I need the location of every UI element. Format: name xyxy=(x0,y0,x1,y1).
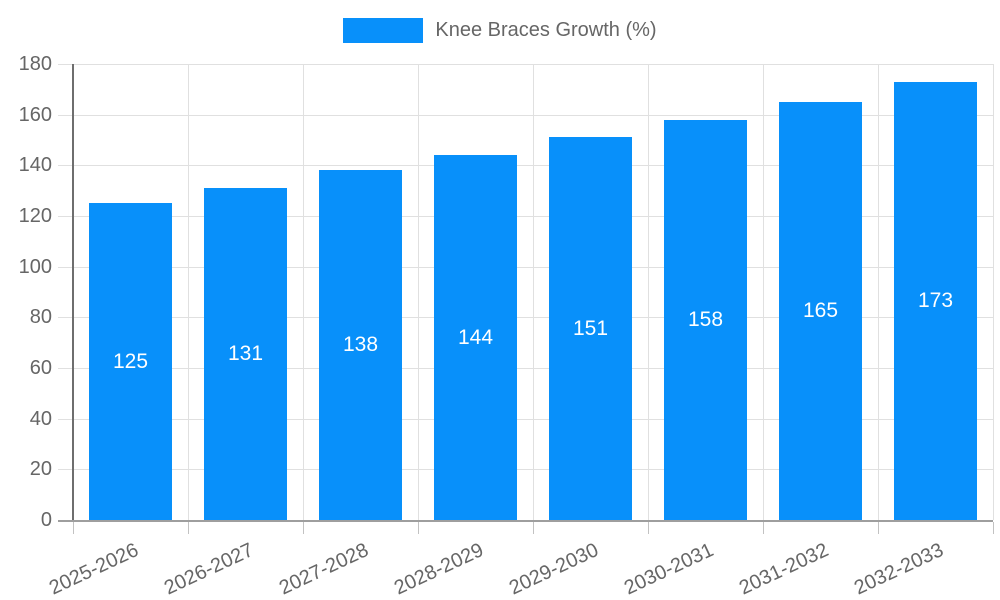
legend: Knee Braces Growth (%) xyxy=(0,18,1000,43)
bar-value-label: 131 xyxy=(227,342,264,365)
gridline-vertical xyxy=(188,64,189,520)
y-axis-label: 140 xyxy=(18,154,52,176)
x-axis-label: 2026-2027 xyxy=(161,539,258,600)
x-axis-label: 2027-2028 xyxy=(276,539,373,600)
bar[interactable]: 151 xyxy=(549,137,632,520)
y-axis-label: 60 xyxy=(29,357,52,379)
y-axis-tick xyxy=(58,317,73,318)
bar-value-label: 144 xyxy=(457,325,494,349)
x-axis-tick xyxy=(993,522,994,534)
y-axis-tick xyxy=(58,165,73,166)
bar[interactable]: 131 xyxy=(204,188,287,520)
y-axis-tick xyxy=(58,216,73,217)
x-axis-tick xyxy=(533,522,534,534)
x-axis-label: 2030-2031 xyxy=(621,539,718,600)
bar[interactable]: 138 xyxy=(319,170,402,520)
y-axis-line xyxy=(72,64,74,522)
y-axis-label: 40 xyxy=(29,408,52,430)
x-axis-tick xyxy=(878,522,879,534)
bar[interactable]: 158 xyxy=(664,120,747,520)
y-axis-tick xyxy=(58,419,73,420)
gridline-vertical xyxy=(993,64,994,520)
y-axis-label: 100 xyxy=(18,256,52,278)
y-axis-label: 20 xyxy=(29,458,52,480)
gridline-vertical xyxy=(648,64,649,520)
bar-value-label: 158 xyxy=(687,308,724,331)
y-axis-tick xyxy=(58,267,73,268)
x-axis-label: 2032-2033 xyxy=(851,539,948,600)
x-axis-tick xyxy=(763,522,764,534)
y-axis-label: 160 xyxy=(18,104,52,126)
y-axis-label: 0 xyxy=(40,509,52,531)
bar-value-label: 125 xyxy=(112,349,149,373)
x-axis-tick xyxy=(303,522,304,534)
x-axis-tick xyxy=(418,522,419,534)
x-axis-label: 2028-2029 xyxy=(391,539,488,600)
gridline-vertical xyxy=(418,64,419,520)
bar-value-label: 165 xyxy=(802,299,839,322)
legend-item[interactable]: Knee Braces Growth (%) xyxy=(343,18,657,43)
gridline-vertical xyxy=(533,64,534,520)
gridline-vertical xyxy=(303,64,304,520)
y-axis-label: 120 xyxy=(18,205,52,227)
x-axis-tick xyxy=(188,522,189,534)
y-axis-tick xyxy=(58,115,73,116)
x-axis-tick xyxy=(648,522,649,534)
legend-swatch xyxy=(343,18,424,43)
x-axis-label: 2031-2032 xyxy=(736,539,833,600)
bar[interactable]: 173 xyxy=(894,82,977,520)
y-axis-tick xyxy=(58,368,73,369)
gridline-vertical xyxy=(763,64,764,520)
bar[interactable]: 165 xyxy=(779,102,862,520)
bar-value-label: 173 xyxy=(917,289,954,312)
x-axis-label: 2025-2026 xyxy=(46,539,143,600)
y-axis-tick xyxy=(58,469,73,470)
x-axis-label: 2029-2030 xyxy=(506,539,603,600)
gridline-vertical xyxy=(878,64,879,520)
y-axis-label: 80 xyxy=(29,306,52,328)
x-axis-tick xyxy=(73,522,74,534)
bar[interactable]: 125 xyxy=(89,203,172,520)
bar-value-label: 151 xyxy=(572,316,609,340)
x-axis-line xyxy=(58,520,993,522)
bar-value-label: 138 xyxy=(342,333,379,356)
y-axis-label: 180 xyxy=(18,53,52,75)
legend-label: Knee Braces Growth (%) xyxy=(435,19,657,41)
bar[interactable]: 144 xyxy=(434,155,517,520)
y-axis-tick xyxy=(58,64,73,65)
